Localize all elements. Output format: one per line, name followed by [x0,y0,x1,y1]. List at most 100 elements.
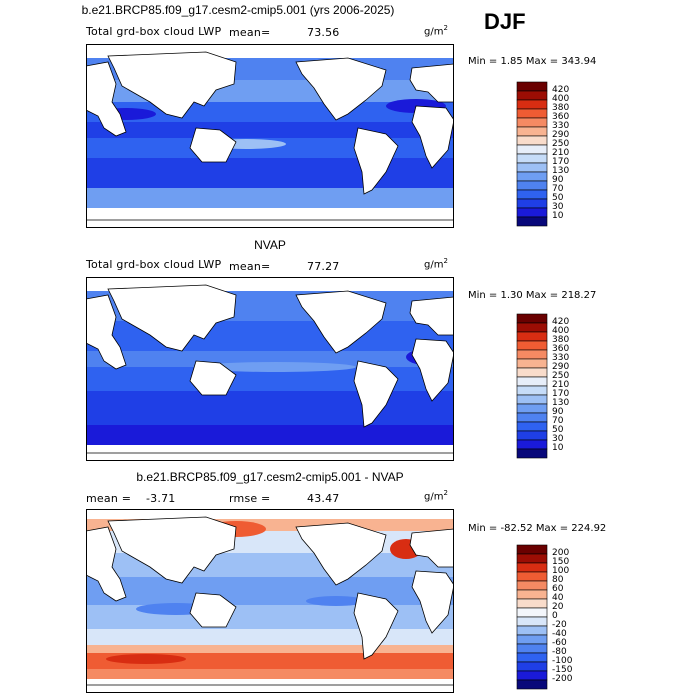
cb1-label-7: 210 [552,148,569,158]
colorbar-box [516,448,548,459]
colorbar-box [516,162,548,173]
colorbar-box [516,349,548,360]
cb1-label-4: 330 [552,121,569,131]
colorbar-box [516,661,548,672]
panel3-mean-label: mean = [86,492,132,505]
cb1-label-11: 70 [552,184,564,194]
panel3-minmax: Min = -82.52 Max = 224.92 [468,523,607,534]
cb1-label-5: 290 [552,130,569,140]
colorbar-box [516,394,548,405]
colorbar-box [516,544,548,555]
panel2-minmax: Min = 1.30 Max = 218.27 [468,290,597,301]
colorbar-box [516,421,548,432]
panel1-colorbar: 420 400 380 360 330 290 250 210 170 130 … [516,81,569,227]
cb3-label-11: -80 [552,647,567,657]
colorbar-box [516,589,548,600]
panel1-mean-value: 73.56 [307,26,340,39]
cb3-label-2: 100 [552,566,569,576]
cb1-label-10: 90 [552,175,564,185]
cb3-label-3: 80 [552,575,564,585]
cb2-label-3: 360 [552,344,569,354]
cb1-label-1: 400 [552,94,569,104]
cb1-label-12: 50 [552,193,564,203]
colorbar-box [516,189,548,200]
colorbar-box [516,616,548,627]
colorbar-box [516,412,548,423]
cb3-label-10: -60 [552,638,567,648]
cb2-label-14: 10 [552,443,564,453]
panel1-title: b.e21.BRCP85.f09_g17.cesm2-cmip5.001 (yr… [81,3,395,17]
colorbar-box [516,331,548,342]
colorbar-box [516,679,548,690]
colorbar-box [516,430,548,441]
cb3-label-14: -200 [552,674,573,684]
cb1-label-3: 360 [552,112,569,122]
colorbar-box [516,634,548,645]
cb2-label-4: 330 [552,353,569,363]
colorbar-box [516,90,548,101]
cb2-label-9: 130 [552,398,569,408]
colorbar-box [516,144,548,155]
cb1-label-6: 250 [552,139,569,149]
panel3-rmse-value: 43.47 [307,492,340,505]
colorbar-box [516,598,548,609]
colorbar-box [516,376,548,387]
cb1-label-0: 420 [552,85,569,95]
season-label: DJF [484,9,526,34]
colorbar-box [516,99,548,110]
cb3-label-13: -150 [552,665,573,675]
panel2-units: g/m2 [424,257,448,271]
cb3-label-4: 60 [552,584,564,594]
cb3-label-6: 20 [552,602,564,612]
colorbar-box [516,643,548,654]
colorbar-box [516,439,548,450]
panel3-title: b.e21.BRCP85.f09_g17.cesm2-cmip5.001 - N… [136,470,404,484]
panel1-mean-label: mean= [229,26,271,39]
colorbar-box [516,313,548,324]
panel2-map [86,277,454,461]
colorbar-box [516,340,548,351]
colorbar-box [516,108,548,119]
cb1-label-9: 130 [552,166,569,176]
panel1-units: g/m2 [424,24,448,38]
colorbar-box [516,358,548,369]
cb2-label-2: 380 [552,335,569,345]
cb2-label-10: 90 [552,407,564,417]
cb2-label-12: 50 [552,425,564,435]
panel2-mean-value: 77.27 [307,260,340,273]
panel2-mean-label: mean= [229,260,271,273]
panel3-units: g/m2 [424,489,448,503]
colorbar-box [516,403,548,414]
colorbar-box [516,553,548,564]
cb1-label-14: 10 [552,211,564,221]
cb2-label-0: 420 [552,317,569,327]
colorbar-box [516,81,548,92]
colorbar-box [516,153,548,164]
cb2-label-13: 30 [552,434,564,444]
cb3-label-8: -20 [552,620,567,630]
colorbar-box [516,117,548,128]
colorbar-box [516,322,548,333]
cb2-label-1: 400 [552,326,569,336]
colorbar-box [516,180,548,191]
cb3-label-7: 0 [552,611,558,621]
colorbar-box [516,571,548,582]
colorbar-box [516,135,548,146]
cb3-label-9: -40 [552,629,567,639]
panel1-map [86,44,454,228]
cb1-label-2: 380 [552,103,569,113]
panel3-rmse-label: rmse = [229,492,271,505]
cb1-label-13: 30 [552,202,564,212]
colorbar-box [516,207,548,218]
cb2-label-5: 290 [552,362,569,372]
cb1-label-8: 170 [552,157,569,167]
panel3-map [86,509,454,693]
colorbar-box [516,171,548,182]
panel2-colorbar: 420 400 380 360 330 290 250 210 170 130 … [516,313,569,459]
cb3-label-0: 200 [552,548,569,558]
colorbar-box [516,385,548,396]
cb2-label-8: 170 [552,389,569,399]
cb3-label-5: 40 [552,593,564,603]
cb2-label-11: 70 [552,416,564,426]
cb2-label-7: 210 [552,380,569,390]
